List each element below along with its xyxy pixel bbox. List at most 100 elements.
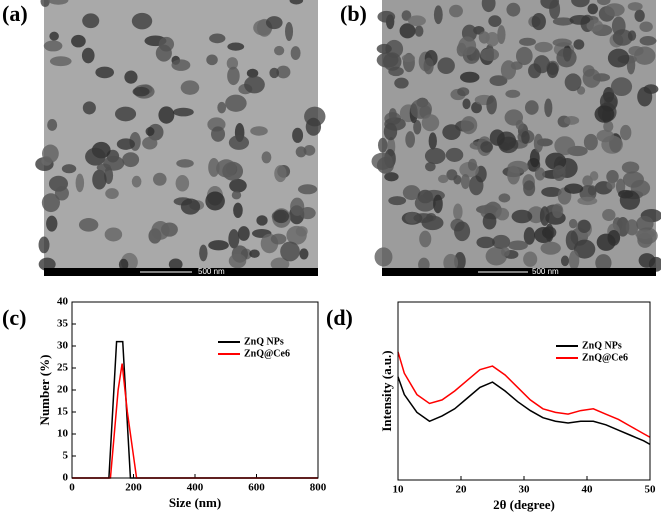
panel-label: (a) <box>2 1 28 26</box>
particle <box>564 116 580 125</box>
particle <box>376 43 392 54</box>
particle <box>265 16 283 30</box>
x-tick-label: 50 <box>645 484 657 496</box>
particle <box>131 175 142 188</box>
particle <box>489 75 508 86</box>
particle <box>388 196 407 206</box>
particle <box>552 17 574 26</box>
particle <box>407 15 426 27</box>
particle <box>506 2 521 17</box>
particle <box>577 219 591 233</box>
y-tick-label: 35 <box>57 318 69 330</box>
particle <box>476 236 495 249</box>
particle <box>582 68 601 88</box>
particle <box>104 227 123 242</box>
particle <box>565 230 579 251</box>
particle <box>471 101 482 114</box>
particle <box>438 174 449 184</box>
particle <box>573 239 596 259</box>
particle <box>299 248 309 260</box>
particle <box>541 187 562 197</box>
x-tick-label: 0 <box>69 482 75 494</box>
particle <box>292 127 304 143</box>
particle <box>637 86 653 107</box>
legend-label: ZnQ@Ce6 <box>582 352 628 363</box>
plot-frame <box>71 301 319 479</box>
particle <box>612 29 633 46</box>
y-tick-label: 10 <box>57 428 69 440</box>
particle <box>401 10 412 21</box>
particle <box>42 144 59 163</box>
particle <box>428 132 437 150</box>
particle <box>250 126 268 136</box>
particle <box>521 131 530 144</box>
particle <box>54 186 69 201</box>
legend-label: ZnQ NPs <box>244 336 284 347</box>
particle <box>620 124 632 141</box>
particle <box>295 146 307 158</box>
y-axis-label: Number (%) <box>37 355 52 426</box>
y-tick-label: 40 <box>57 296 69 308</box>
x-tick-label: 200 <box>125 482 142 494</box>
particle <box>377 10 396 23</box>
particle <box>460 116 478 135</box>
particle <box>376 157 394 174</box>
particle <box>486 95 497 115</box>
particle <box>85 147 106 166</box>
particle <box>116 138 135 150</box>
particle <box>482 213 497 230</box>
particle <box>531 12 546 31</box>
particle <box>573 39 585 50</box>
particle <box>151 220 170 240</box>
particle <box>423 57 434 75</box>
particle <box>124 70 138 84</box>
particle <box>413 120 422 135</box>
particle <box>413 213 434 223</box>
particle <box>552 38 572 47</box>
particle <box>229 178 247 193</box>
particle <box>290 46 301 61</box>
particle <box>606 180 616 190</box>
particle <box>467 158 477 171</box>
particle <box>303 145 316 156</box>
particle <box>82 13 100 29</box>
particle <box>421 114 440 132</box>
data-line <box>397 376 651 446</box>
particle <box>237 226 250 241</box>
particle <box>289 0 304 5</box>
particle <box>176 159 194 168</box>
panel-label: (b) <box>340 1 367 26</box>
particle <box>274 45 285 56</box>
particle <box>443 253 459 272</box>
particle <box>587 185 597 196</box>
particle <box>217 101 227 114</box>
particle <box>577 196 598 206</box>
particle <box>270 233 287 245</box>
particle <box>46 215 58 232</box>
particle <box>49 56 72 67</box>
particle <box>405 131 416 148</box>
particle <box>511 209 533 224</box>
particle <box>449 4 463 18</box>
particle <box>460 71 480 83</box>
particle <box>480 141 494 153</box>
particle <box>569 14 591 25</box>
particle <box>227 42 245 51</box>
particle <box>457 87 470 97</box>
particle <box>546 62 559 79</box>
particle <box>92 169 107 190</box>
particle <box>231 190 242 200</box>
particle <box>582 175 593 187</box>
particle <box>153 172 167 186</box>
particle <box>78 218 99 232</box>
particle <box>560 255 570 267</box>
particle <box>495 207 510 221</box>
particle <box>552 165 566 182</box>
particle <box>105 188 119 199</box>
particle <box>485 31 500 47</box>
particle <box>256 215 268 226</box>
particle <box>554 136 576 156</box>
particle <box>569 218 578 229</box>
particle <box>228 135 250 150</box>
particle <box>596 129 615 143</box>
